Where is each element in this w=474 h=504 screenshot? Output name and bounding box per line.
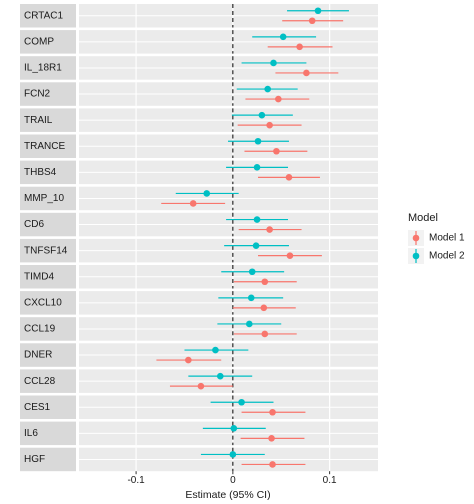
strip	[20, 186, 76, 211]
strip-label: COMP	[24, 36, 54, 47]
estimate-point	[314, 7, 322, 15]
strip-label: CD6	[24, 219, 44, 230]
estimate-point	[185, 356, 192, 364]
estimate-point	[285, 174, 293, 181]
strip-label: THBS4	[24, 167, 57, 178]
strip	[20, 108, 76, 132]
estimate-point	[248, 268, 256, 276]
strip-label: TNFSF14	[24, 245, 68, 256]
strip-label: CES1	[24, 402, 51, 413]
strip	[20, 447, 76, 472]
estimate-point	[247, 294, 255, 302]
strip-label: CRTAC1	[24, 10, 64, 21]
legend-point	[412, 234, 420, 242]
strip-label: CCL28	[24, 376, 56, 387]
x-axis-title: Estimate (95% CI)	[185, 489, 270, 501]
strip	[20, 134, 76, 158]
legend-label: Model 1	[429, 233, 465, 244]
estimate-point	[266, 226, 273, 233]
strip-label: TIMD4	[24, 271, 54, 282]
estimate-point	[261, 330, 269, 338]
estimate-point	[246, 320, 253, 328]
strip	[20, 160, 76, 185]
strip-label: TRANCE	[24, 141, 65, 152]
estimate-point	[273, 147, 280, 155]
strip-label: DNER	[24, 350, 52, 361]
strip-label: HGF	[24, 454, 45, 465]
x-tick-label: 0	[230, 475, 236, 486]
estimate-point	[269, 461, 276, 468]
estimate-point	[230, 425, 238, 432]
estimate-point	[270, 59, 277, 67]
strip	[20, 291, 76, 315]
strip-label: MMP_10	[24, 193, 64, 204]
legend-point	[412, 252, 420, 260]
estimate-point	[266, 121, 273, 129]
estimate-point	[252, 242, 260, 249]
estimate-point	[212, 346, 219, 354]
strip	[20, 343, 76, 367]
strip	[20, 369, 76, 393]
estimate-point	[258, 111, 266, 119]
strip	[20, 395, 76, 419]
strip	[20, 82, 76, 106]
estimate-point	[296, 43, 303, 51]
estimate-point	[303, 69, 310, 77]
strip-label: IL_18R1	[24, 63, 62, 74]
estimate-point	[253, 216, 261, 223]
estimate-point	[254, 137, 262, 145]
estimate-point	[238, 398, 245, 406]
estimate-point	[279, 33, 287, 41]
estimate-point	[260, 304, 268, 312]
strip	[20, 265, 76, 289]
strip	[20, 317, 76, 341]
estimate-point	[197, 382, 205, 390]
x-tick-label: 0.1	[323, 475, 337, 486]
estimate-point	[269, 408, 276, 416]
strip-label: CXCL10	[24, 297, 62, 308]
estimate-point	[264, 85, 271, 93]
strip-label: IL6	[24, 428, 38, 439]
strip	[20, 212, 76, 237]
estimate-point	[253, 164, 261, 171]
strip-label: FCN2	[24, 89, 51, 100]
strip	[20, 4, 76, 28]
estimate-point	[261, 278, 269, 286]
strip-label: CCL19	[24, 324, 56, 335]
estimate-point	[308, 17, 316, 25]
estimate-point	[268, 435, 275, 442]
estimate-point	[275, 95, 282, 103]
strip	[20, 30, 76, 54]
estimate-point	[203, 190, 211, 197]
estimate-point	[229, 451, 237, 458]
strip	[20, 421, 76, 446]
legend-title: Model	[408, 212, 438, 224]
estimate-point	[189, 200, 197, 207]
estimate-point	[286, 252, 294, 259]
strip	[20, 238, 76, 263]
strip-label: TRAIL	[24, 115, 53, 126]
x-tick-label: -0.1	[127, 475, 145, 486]
estimate-point	[216, 372, 224, 380]
legend-label: Model 2	[429, 251, 465, 262]
strip	[20, 56, 76, 80]
